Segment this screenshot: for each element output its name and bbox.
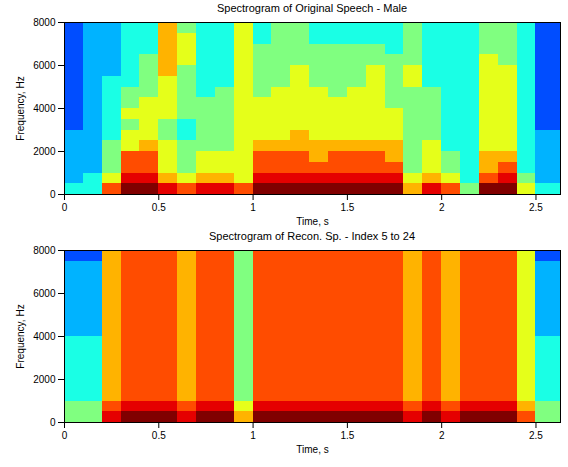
svg-text:2000: 2000 bbox=[33, 374, 56, 385]
svg-text:0.5: 0.5 bbox=[152, 430, 166, 441]
svg-text:1.5: 1.5 bbox=[340, 430, 354, 441]
html-text:Spectrogram of Recon. Sp. - In: Spectrogram of Recon. Sp. - Index 5 to 2… bbox=[209, 230, 415, 242]
svg-text:2.5: 2.5 bbox=[529, 202, 543, 213]
svg-text:4000: 4000 bbox=[33, 331, 56, 342]
svg-text:0.5: 0.5 bbox=[152, 202, 166, 213]
svg-text:6000: 6000 bbox=[33, 288, 56, 299]
svg-text:Frequency, Hz: Frequency, Hz bbox=[15, 304, 26, 368]
svg-text:0: 0 bbox=[50, 189, 56, 200]
svg-text:2000: 2000 bbox=[33, 146, 56, 157]
svg-text:8000: 8000 bbox=[33, 17, 56, 28]
svg-text:0: 0 bbox=[50, 417, 56, 428]
svg-text:4000: 4000 bbox=[33, 103, 56, 114]
svg-text:8000: 8000 bbox=[33, 245, 56, 256]
svg-text:Time, s: Time, s bbox=[296, 444, 328, 455]
svg-text:0: 0 bbox=[62, 202, 68, 213]
html-text:Spectrogram of Original Speech: Spectrogram of Original Speech - Male bbox=[216, 2, 408, 14]
svg-text:2: 2 bbox=[439, 430, 445, 441]
svg-text:1: 1 bbox=[250, 430, 256, 441]
svg-text:Frequency, Hz: Frequency, Hz bbox=[15, 76, 26, 140]
svg-text:6000: 6000 bbox=[33, 60, 56, 71]
svg-text:2: 2 bbox=[439, 202, 445, 213]
svg-text:0: 0 bbox=[62, 430, 68, 441]
svg-text:1.5: 1.5 bbox=[340, 202, 354, 213]
svg-text:2.5: 2.5 bbox=[529, 430, 543, 441]
svg-text:Time, s: Time, s bbox=[296, 216, 328, 227]
svg-text:1: 1 bbox=[250, 202, 256, 213]
